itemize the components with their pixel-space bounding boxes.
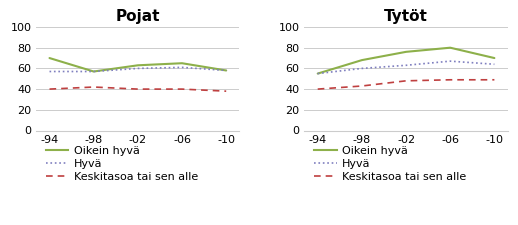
Title: Pojat: Pojat (116, 9, 160, 25)
Legend: Oikein hyvä, Hyvä, Keskitasoa tai sen alle: Oikein hyvä, Hyvä, Keskitasoa tai sen al… (310, 141, 471, 187)
Title: Tytöt: Tytöt (384, 9, 428, 25)
Legend: Oikein hyvä, Hyvä, Keskitasoa tai sen alle: Oikein hyvä, Hyvä, Keskitasoa tai sen al… (42, 141, 203, 187)
